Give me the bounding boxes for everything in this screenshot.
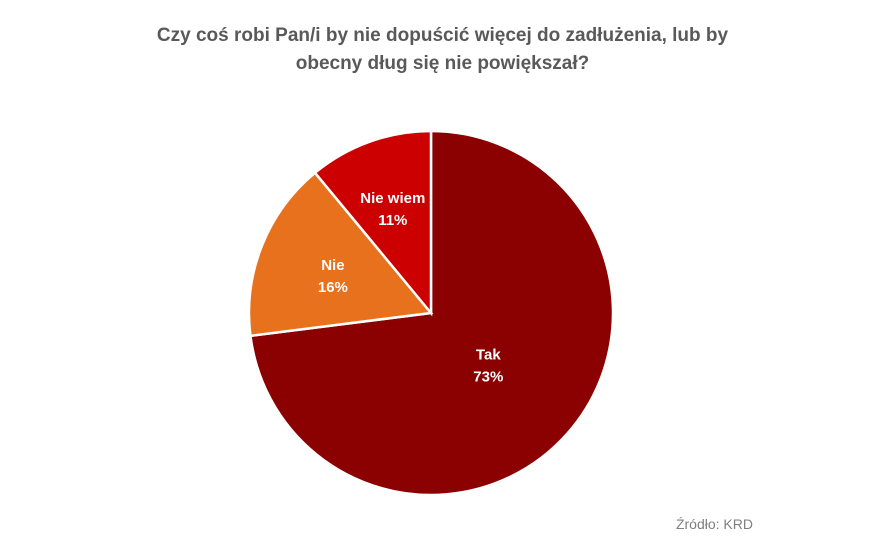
chart-title-line-1: Czy coś robi Pan/i by nie dopuścić więce…	[156, 25, 729, 46]
slice-label-value-nie: 16%	[318, 279, 348, 296]
pie-slice-nie	[247, 171, 434, 338]
chart-title: Czy coś robi Pan/i by nie dopuścić więce…	[0, 22, 885, 78]
pie-slice-nie-wiem	[313, 129, 433, 317]
slice-label-value-nie-wiem: 11%	[378, 212, 407, 229]
slice-label-name-nie-wiem: Nie wiem	[360, 190, 425, 207]
slice-label-value-tak: 73%	[473, 369, 503, 386]
slice-label-name-tak: Tak	[476, 347, 501, 364]
slice-label-name-nie: Nie	[321, 257, 344, 274]
source-note: Źródło: KRD	[675, 516, 753, 532]
chart-title-line-2: obecny dług się nie powiększał?	[295, 53, 590, 74]
